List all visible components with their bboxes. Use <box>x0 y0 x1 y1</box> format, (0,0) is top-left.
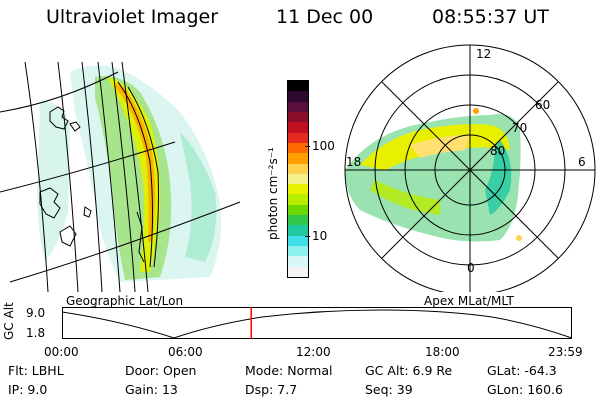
instrument-title: Ultraviolet Imager <box>46 6 219 28</box>
alt-xtick-0: 00:00 <box>44 345 79 359</box>
lat-label-60: 60 <box>535 98 551 112</box>
colorbar-tick-100: 100 <box>312 139 335 153</box>
alt-ytick-low: 1.8 <box>26 326 46 340</box>
info-dsp: Dsp: 7.7 <box>245 382 298 397</box>
alt-xtick-2: 12:00 <box>296 345 331 359</box>
coastline <box>39 81 159 268</box>
info-door: Door: Open <box>125 363 197 378</box>
altitude-plot <box>62 307 572 339</box>
aurora-emission <box>37 65 222 282</box>
colorbar-segment <box>288 215 308 226</box>
colorbar-segment <box>288 142 308 154</box>
colorbar-segment <box>288 235 308 246</box>
colorbar <box>287 80 309 278</box>
lat-lon-grid <box>0 61 241 292</box>
colorbar-segment <box>288 184 308 195</box>
colorbar-segment <box>288 194 308 205</box>
colorbar-segment <box>288 266 308 277</box>
colorbar-segment <box>288 163 308 174</box>
geographic-image <box>0 61 241 292</box>
info-flt: Flt: LBHL <box>8 363 64 378</box>
lat-label-80: 80 <box>490 144 506 158</box>
colorbar-segment <box>288 81 308 92</box>
info-glon: GLon: 160.6 <box>487 382 563 397</box>
colorbar-segment <box>288 111 308 123</box>
polar-plot <box>344 44 596 292</box>
colorbar-segment <box>288 246 308 257</box>
info-seq: Seq: 39 <box>365 382 413 397</box>
colorbar-segment <box>288 122 308 133</box>
info-ip: IP: 9.0 <box>8 382 48 397</box>
left-panel-label: Geographic Lat/Lon <box>66 294 184 308</box>
info-glat: GLat: -64.3 <box>487 363 557 378</box>
right-panel-label: Apex MLat/MLT <box>424 294 514 308</box>
colorbar-segment <box>288 101 308 112</box>
alt-plot-ylabel: GC Alt <box>2 302 16 340</box>
mlt-label-6: 6 <box>578 155 586 169</box>
info-gc-alt: GC Alt: 6.9 Re <box>365 363 453 378</box>
alt-xtick-3: 18:00 <box>425 345 460 359</box>
colorbar-unit-label: photon cm⁻²s⁻¹ <box>266 147 280 240</box>
polar-grid <box>344 44 596 292</box>
colorbar-segment <box>288 225 308 236</box>
colorbar-segment <box>288 256 308 267</box>
colorbar-segment <box>288 153 308 164</box>
alt-xtick-1: 06:00 <box>168 345 203 359</box>
date-label: 11 Dec 00 <box>276 6 374 28</box>
time-label: 08:55:37 UT <box>432 6 549 28</box>
lat-label-70: 70 <box>512 121 528 135</box>
mlt-label-18: 18 <box>346 155 362 169</box>
colorbar-segment <box>288 132 308 143</box>
colorbar-segment <box>288 91 308 102</box>
alt-ytick-high: 9.0 <box>26 306 46 320</box>
colorbar-segment <box>288 173 308 185</box>
info-mode: Mode: Normal <box>245 363 333 378</box>
colorbar-segment <box>288 204 308 216</box>
polar-aurora <box>345 108 522 242</box>
info-gain: Gain: 13 <box>125 382 178 397</box>
mlt-label-0: 0 <box>467 261 475 275</box>
alt-xtick-4: 23:59 <box>548 345 583 359</box>
mlt-label-12: 12 <box>476 47 492 61</box>
colorbar-tick-10: 10 <box>312 229 328 243</box>
